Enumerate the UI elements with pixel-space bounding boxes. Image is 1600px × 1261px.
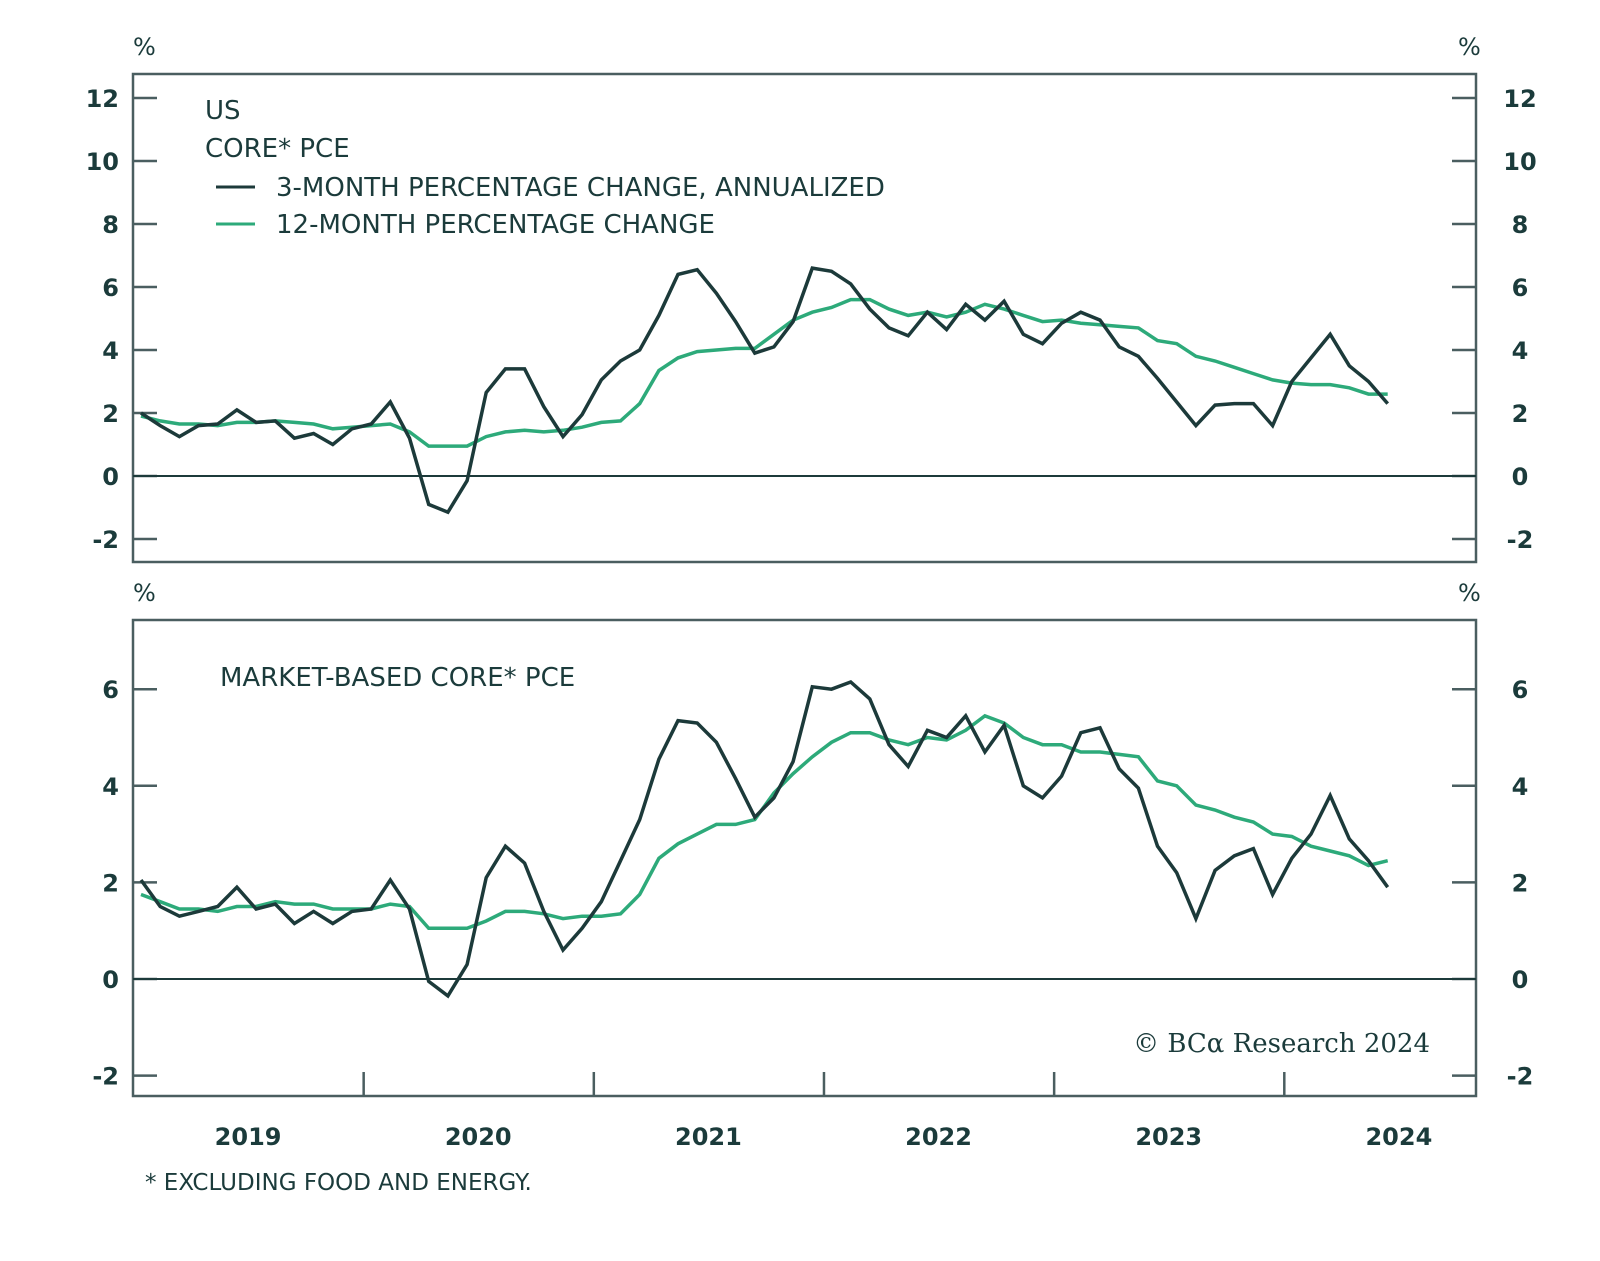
- y-tick-label-left: 4: [102, 773, 119, 801]
- y-tick-label-right: -2: [1507, 526, 1534, 554]
- y-tick-label-left: 0: [102, 966, 119, 994]
- y-tick-label-left: 12: [86, 85, 119, 113]
- series-12-month-line: [140, 297, 1388, 448]
- copyright: © BCα Research 2024: [1133, 1029, 1430, 1059]
- y-tick-label-right: 10: [1503, 148, 1536, 176]
- y-tick-label-right: 0: [1512, 966, 1529, 994]
- bottom-panel: -2 -2 0 0 2 2 4 4 6 6 2019 2020 2021 2022 2023 2024: [92, 618, 1534, 1151]
- y-tick-label-left: 6: [102, 274, 119, 302]
- bottom-left-unit: %: [133, 579, 156, 607]
- y-tick-label-left: 4: [102, 337, 119, 365]
- y-tick-label-left: -2: [92, 526, 119, 554]
- y-tick-label-right: 2: [1512, 400, 1529, 428]
- x-tick-label: 2022: [905, 1123, 972, 1151]
- top-subtitle: CORE* PCE: [205, 134, 350, 164]
- legend-label-3m: 3-MONTH PERCENTAGE CHANGE, ANNUALIZED: [276, 173, 885, 203]
- x-tick-label: 2020: [445, 1123, 512, 1151]
- y-tick-label-left: -2: [92, 1063, 119, 1091]
- series-3-month-line: [140, 266, 1390, 515]
- y-tick-label-right: 4: [1512, 337, 1529, 365]
- x-tick-label: 2023: [1135, 1123, 1202, 1151]
- legend-label-12m: 12-MONTH PERCENTAGE CHANGE: [276, 210, 715, 240]
- legend: 3-MONTH PERCENTAGE CHANGE, ANNUALIZED 12…: [216, 173, 885, 240]
- y-tick-label-left: 10: [86, 148, 119, 176]
- top-right-unit: %: [1458, 33, 1481, 61]
- footnote: * EXCLUDING FOOD AND ENERGY.: [145, 1170, 532, 1196]
- y-tick-label-right: 4: [1512, 773, 1529, 801]
- y-tick-label-right: 12: [1503, 85, 1536, 113]
- top-panel: -2 -2 0 0 2 2 4 4 6 6 8 8 10 10 12 12: [86, 72, 1537, 564]
- plot-frame: [131, 72, 1478, 564]
- bottom-title: MARKET-BASED CORE* PCE: [220, 663, 575, 693]
- y-tick-label-right: 8: [1512, 211, 1529, 239]
- series-12-month-line: [140, 713, 1389, 931]
- series-3-month-line: [139, 679, 1390, 999]
- x-tick-label: 2021: [675, 1123, 742, 1151]
- y-tick-label-left: 8: [102, 211, 119, 239]
- y-tick-label-left: 6: [102, 676, 119, 704]
- y-tick-label-left: 2: [102, 400, 119, 428]
- top-title: US: [205, 96, 241, 126]
- y-tick-label-right: 6: [1512, 274, 1529, 302]
- top-left-unit: %: [133, 33, 156, 61]
- x-tick-label: 2024: [1365, 1123, 1432, 1151]
- y-tick-label-left: 0: [102, 463, 119, 491]
- bottom-right-unit: %: [1458, 579, 1481, 607]
- y-tick-label-right: 2: [1512, 869, 1529, 897]
- y-tick-label-right: 0: [1512, 463, 1529, 491]
- y-tick-label-right: -2: [1507, 1063, 1534, 1091]
- plot-frame: [131, 618, 1478, 1098]
- y-tick-label-left: 2: [102, 869, 119, 897]
- x-tick-label: 2019: [215, 1123, 282, 1151]
- y-tick-label-right: 6: [1512, 676, 1529, 704]
